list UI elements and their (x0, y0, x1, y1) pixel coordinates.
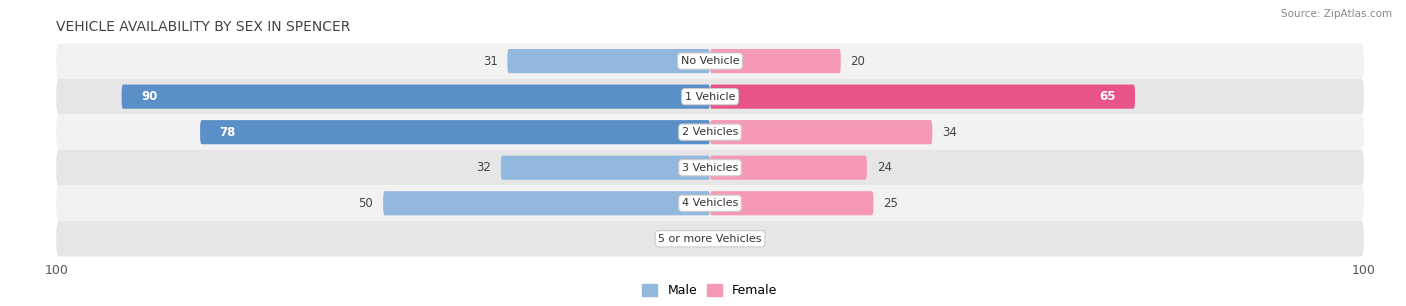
FancyBboxPatch shape (56, 79, 1364, 114)
Text: 32: 32 (477, 161, 491, 174)
FancyBboxPatch shape (122, 84, 710, 109)
Text: 3 Vehicles: 3 Vehicles (682, 163, 738, 173)
Text: 50: 50 (359, 197, 374, 210)
Text: 78: 78 (219, 126, 236, 139)
Text: Source: ZipAtlas.com: Source: ZipAtlas.com (1281, 9, 1392, 19)
Text: VEHICLE AVAILABILITY BY SEX IN SPENCER: VEHICLE AVAILABILITY BY SEX IN SPENCER (56, 21, 350, 35)
Text: No Vehicle: No Vehicle (681, 56, 740, 66)
FancyBboxPatch shape (710, 120, 932, 144)
Text: 1 Vehicle: 1 Vehicle (685, 91, 735, 102)
FancyBboxPatch shape (56, 43, 1364, 79)
Text: 25: 25 (883, 197, 898, 210)
Text: 31: 31 (482, 54, 498, 68)
Text: 0: 0 (693, 232, 700, 245)
FancyBboxPatch shape (56, 185, 1364, 221)
FancyBboxPatch shape (710, 156, 868, 180)
FancyBboxPatch shape (710, 84, 1135, 109)
FancyBboxPatch shape (501, 156, 710, 180)
Text: 34: 34 (942, 126, 957, 139)
FancyBboxPatch shape (710, 49, 841, 73)
Legend: Male, Female: Male, Female (637, 279, 783, 302)
FancyBboxPatch shape (56, 221, 1364, 256)
Text: 5 or more Vehicles: 5 or more Vehicles (658, 234, 762, 244)
Text: 65: 65 (1099, 90, 1115, 103)
Text: 0: 0 (720, 232, 727, 245)
Text: 90: 90 (141, 90, 157, 103)
FancyBboxPatch shape (200, 120, 710, 144)
FancyBboxPatch shape (710, 191, 873, 215)
Text: 24: 24 (877, 161, 891, 174)
Text: 4 Vehicles: 4 Vehicles (682, 198, 738, 208)
FancyBboxPatch shape (56, 150, 1364, 185)
FancyBboxPatch shape (508, 49, 710, 73)
Text: 20: 20 (851, 54, 866, 68)
FancyBboxPatch shape (382, 191, 710, 215)
FancyBboxPatch shape (56, 114, 1364, 150)
Text: 2 Vehicles: 2 Vehicles (682, 127, 738, 137)
